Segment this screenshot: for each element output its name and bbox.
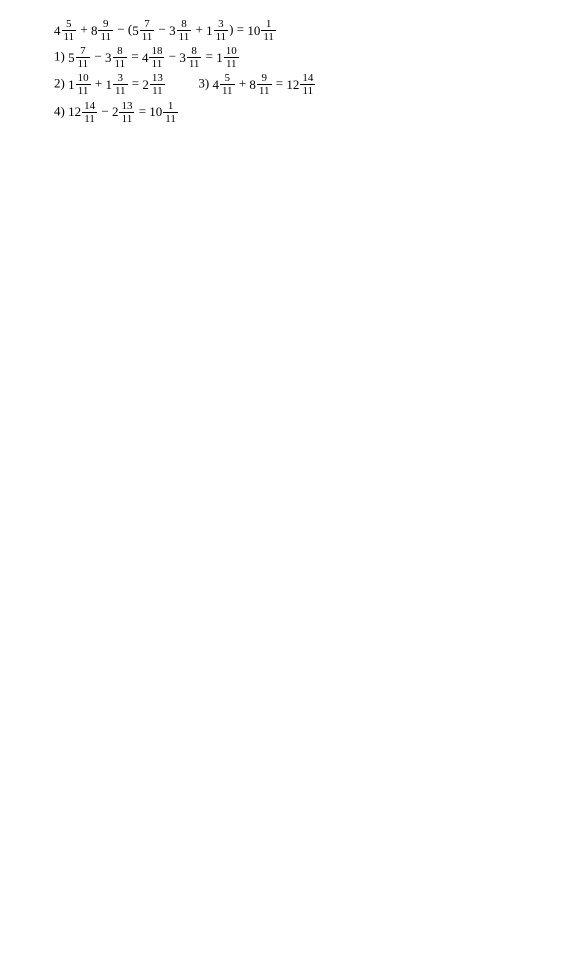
problem-9 — [28, 131, 562, 155]
watermark-top — [0, 0, 580, 12]
expr-step4: 4) 121411 − 21311 = 10111 — [28, 100, 562, 125]
problem-10 — [28, 160, 562, 180]
page-body: 4511 + 8911 − (5711 − 3811 + 1311) = 101… — [0, 12, 580, 245]
expr-main: 4511 + 8911 − (5711 − 3811 + 1311) = 101… — [28, 18, 562, 43]
expr-step2-3: 2) 11011 + 1311 = 21311 3) 4511 + 8911 =… — [28, 72, 562, 97]
expr-step1: 1) 5711 − 3811 = 41811 − 3811 = 11011 — [28, 45, 562, 70]
problem-11 — [28, 188, 562, 226]
watermark-bottom — [0, 245, 580, 257]
